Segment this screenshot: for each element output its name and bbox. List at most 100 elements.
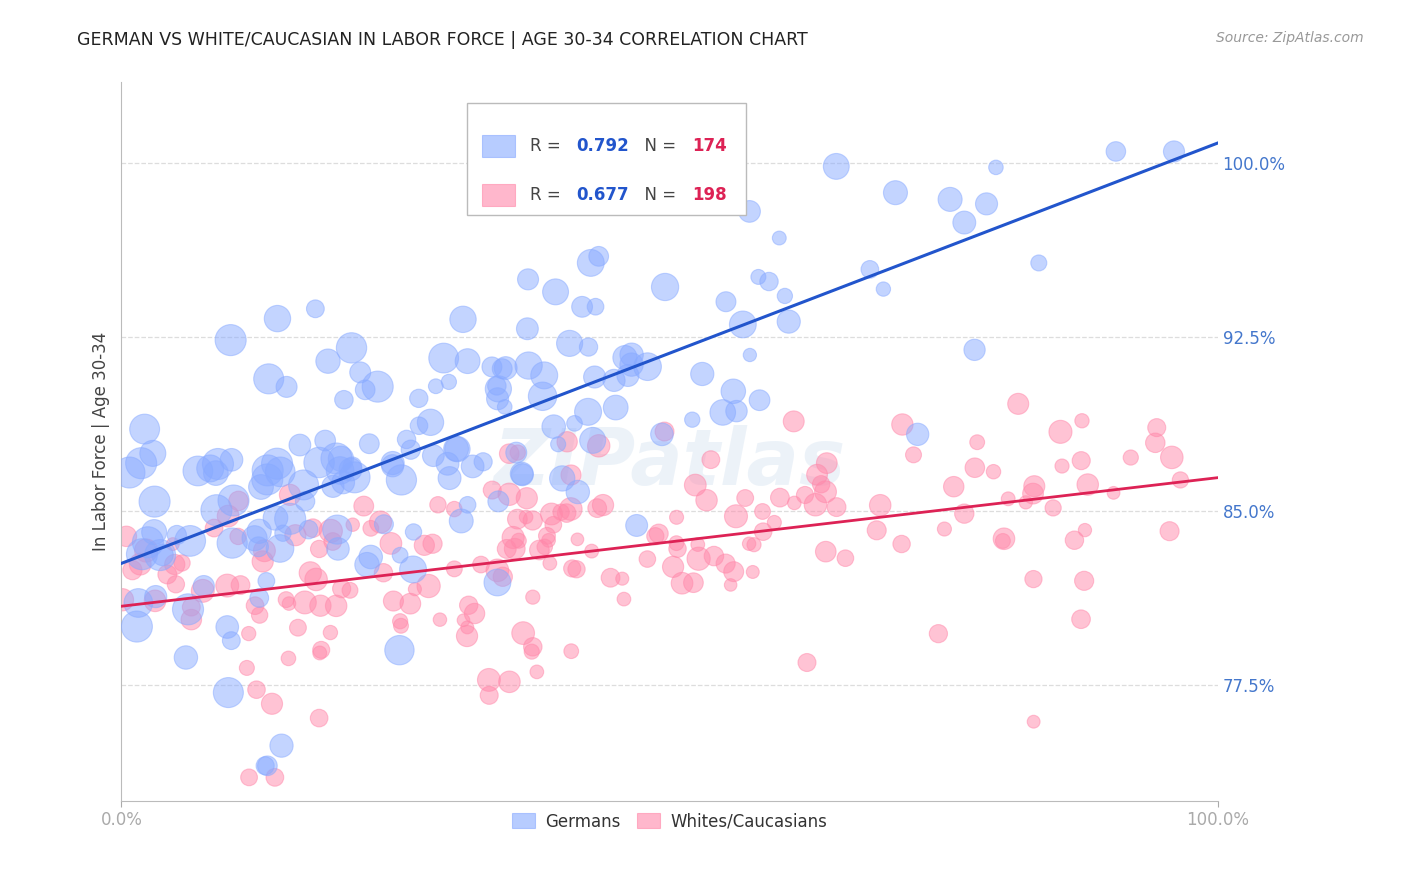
Point (778, 315, 800, 329)
Point (583, 370, 606, 384)
Point (256, 472, 278, 486)
Text: R =: R = (530, 136, 567, 155)
Point (370, 515, 392, 529)
Point (177, 602, 200, 616)
Point (517, 272, 540, 286)
Point (395, 433, 418, 447)
Point (264, 770, 287, 784)
Point (738, 204, 761, 219)
Point (903, 448, 925, 462)
Point (162, 537, 184, 551)
Point (389, 619, 412, 633)
Point (498, 487, 520, 501)
Point (498, 447, 520, 461)
Text: N =: N = (634, 136, 682, 155)
Text: Source: ZipAtlas.com: Source: ZipAtlas.com (1216, 31, 1364, 45)
Point (243, 599, 266, 613)
Point (796, 656, 818, 670)
Point (544, 285, 567, 299)
Point (703, 549, 725, 563)
Point (1159, 524, 1181, 539)
Point (1146, 420, 1168, 434)
Point (714, 294, 737, 309)
Point (433, 351, 456, 365)
Point (588, 249, 610, 263)
Point (429, 613, 451, 627)
Point (486, 494, 509, 508)
Point (165, 577, 187, 591)
Point (696, 493, 718, 508)
FancyBboxPatch shape (482, 184, 515, 205)
Point (419, 415, 441, 429)
Point (738, 537, 761, 551)
Point (308, 711, 330, 725)
Point (202, 521, 225, 535)
Point (794, 488, 817, 502)
Point (481, 359, 503, 374)
Point (326, 541, 349, 556)
Point (174, 650, 197, 665)
Point (342, 459, 364, 474)
Point (654, 280, 676, 294)
Point (516, 322, 538, 336)
Point (533, 540, 555, 554)
Point (221, 452, 243, 467)
Point (238, 770, 260, 784)
Point (605, 401, 627, 415)
Point (302, 521, 325, 535)
Point (443, 502, 465, 516)
Point (322, 534, 344, 549)
Point (333, 392, 356, 407)
Point (561, 561, 583, 575)
Point (443, 562, 465, 576)
Point (256, 758, 278, 772)
Point (436, 457, 458, 471)
Point (616, 198, 638, 212)
Point (457, 498, 479, 512)
Point (547, 437, 569, 451)
Point (531, 389, 554, 403)
Point (305, 573, 328, 587)
Point (402, 562, 425, 576)
Point (308, 646, 330, 660)
Point (457, 354, 479, 368)
Point (359, 436, 381, 450)
Point (486, 392, 509, 406)
Point (332, 475, 354, 490)
Point (339, 583, 361, 598)
Point (451, 312, 474, 326)
Point (1022, 486, 1045, 500)
Point (222, 493, 245, 508)
Point (149, 548, 172, 562)
Point (245, 682, 267, 697)
Point (576, 405, 599, 419)
Point (236, 661, 259, 675)
Point (520, 645, 543, 659)
Point (170, 556, 193, 570)
Point (927, 626, 949, 640)
Point (437, 375, 460, 389)
Point (226, 529, 249, 543)
Point (564, 417, 586, 431)
Point (193, 579, 215, 593)
Point (976, 197, 998, 211)
Point (360, 549, 382, 564)
Point (294, 494, 316, 508)
Point (1028, 256, 1050, 270)
Point (533, 368, 555, 383)
Point (550, 505, 572, 519)
Point (486, 382, 509, 396)
Point (439, 471, 461, 485)
Point (592, 498, 614, 512)
Point (444, 442, 467, 456)
Point (422, 449, 444, 463)
Y-axis label: In Labor Force | Age 30-34: In Labor Force | Age 30-34 (93, 332, 110, 551)
Point (314, 434, 336, 448)
Point (1160, 450, 1182, 465)
Point (558, 336, 581, 351)
Point (461, 459, 484, 474)
Point (983, 465, 1005, 479)
Point (834, 551, 856, 566)
Point (453, 613, 475, 627)
Point (152, 548, 174, 562)
